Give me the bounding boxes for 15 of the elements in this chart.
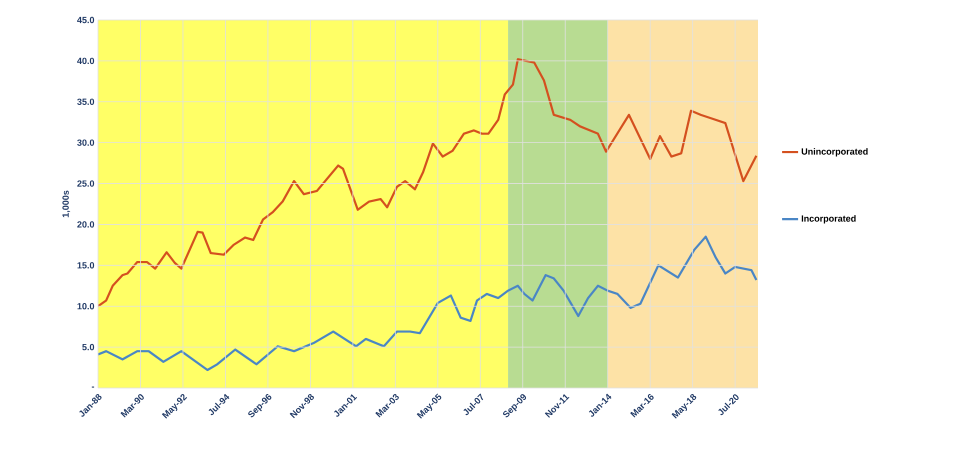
legend-label: Unincorporated (802, 148, 868, 156)
y-tick-label: 45.0 (77, 16, 94, 24)
y-tick-label: - (92, 386, 94, 388)
line-series (98, 58, 758, 308)
y-tick-label: 40.0 (77, 58, 94, 64)
line-series (98, 236, 758, 372)
y-tick-label: 30.0 (77, 139, 94, 146)
y-axis-title: 1,000s (62, 190, 70, 218)
y-tick-label: 15.0 (78, 262, 94, 269)
y-tick-label: 35.0 (77, 98, 94, 105)
y-tick-label: 5.0 (82, 344, 94, 350)
y-tick-label: 10.0 (78, 303, 94, 310)
y-tick-label: 20.0 (77, 221, 94, 228)
legend-label: Incorporated (802, 215, 856, 224)
y-tick-label: 25.0 (77, 180, 94, 187)
